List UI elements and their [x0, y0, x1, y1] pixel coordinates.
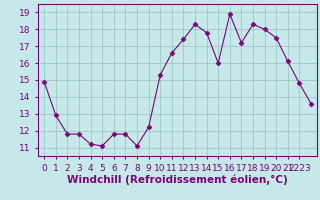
- X-axis label: Windchill (Refroidissement éolien,°C): Windchill (Refroidissement éolien,°C): [67, 174, 288, 185]
